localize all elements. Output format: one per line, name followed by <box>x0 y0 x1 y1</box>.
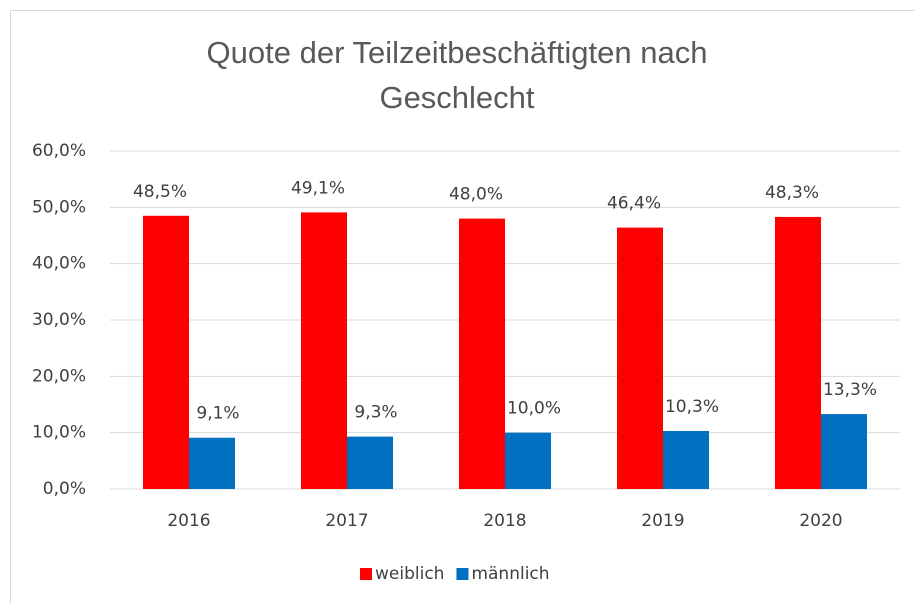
bar <box>459 218 505 489</box>
value-label: 46,4% <box>607 194 661 214</box>
x-tick-label: 2018 <box>483 511 526 531</box>
bar <box>663 430 709 489</box>
chart-border <box>10 10 915 604</box>
value-label: 48,0% <box>449 185 503 205</box>
bar <box>189 437 235 489</box>
bar <box>301 212 347 490</box>
x-tick-label: 2017 <box>325 511 368 531</box>
legend-label: männlich <box>471 564 549 584</box>
value-label: 9,1% <box>196 404 239 424</box>
legend-swatch <box>360 568 372 580</box>
bar <box>143 215 189 490</box>
x-tick-label: 2016 <box>167 511 210 531</box>
bar <box>775 216 821 489</box>
y-tick-label: 0,0% <box>43 479 86 499</box>
bar <box>617 227 663 489</box>
y-tick-label: 10,0% <box>32 423 86 443</box>
bar <box>347 436 393 489</box>
y-tick-label: 50,0% <box>32 197 86 217</box>
legend-label: weiblich <box>375 564 444 584</box>
value-label: 48,5% <box>133 182 187 202</box>
legend-swatch <box>456 568 469 580</box>
y-tick-label: 60,0% <box>32 141 86 161</box>
y-tick-label: 20,0% <box>32 366 86 386</box>
value-label: 10,0% <box>507 399 561 419</box>
value-label: 9,3% <box>354 403 397 423</box>
value-label: 48,3% <box>765 183 819 203</box>
value-label: 49,1% <box>291 178 345 198</box>
chart-title: Quote der Teilzeitbeschäftigten nach Ges… <box>206 35 708 115</box>
bar <box>821 414 867 489</box>
y-tick-label: 40,0% <box>32 254 86 274</box>
x-tick-label: 2020 <box>799 511 842 531</box>
x-tick-label: 2019 <box>641 511 684 531</box>
value-label: 10,3% <box>665 397 719 417</box>
y-tick-label: 30,0% <box>32 310 86 330</box>
value-label: 13,3% <box>823 380 877 400</box>
bar <box>505 432 551 489</box>
